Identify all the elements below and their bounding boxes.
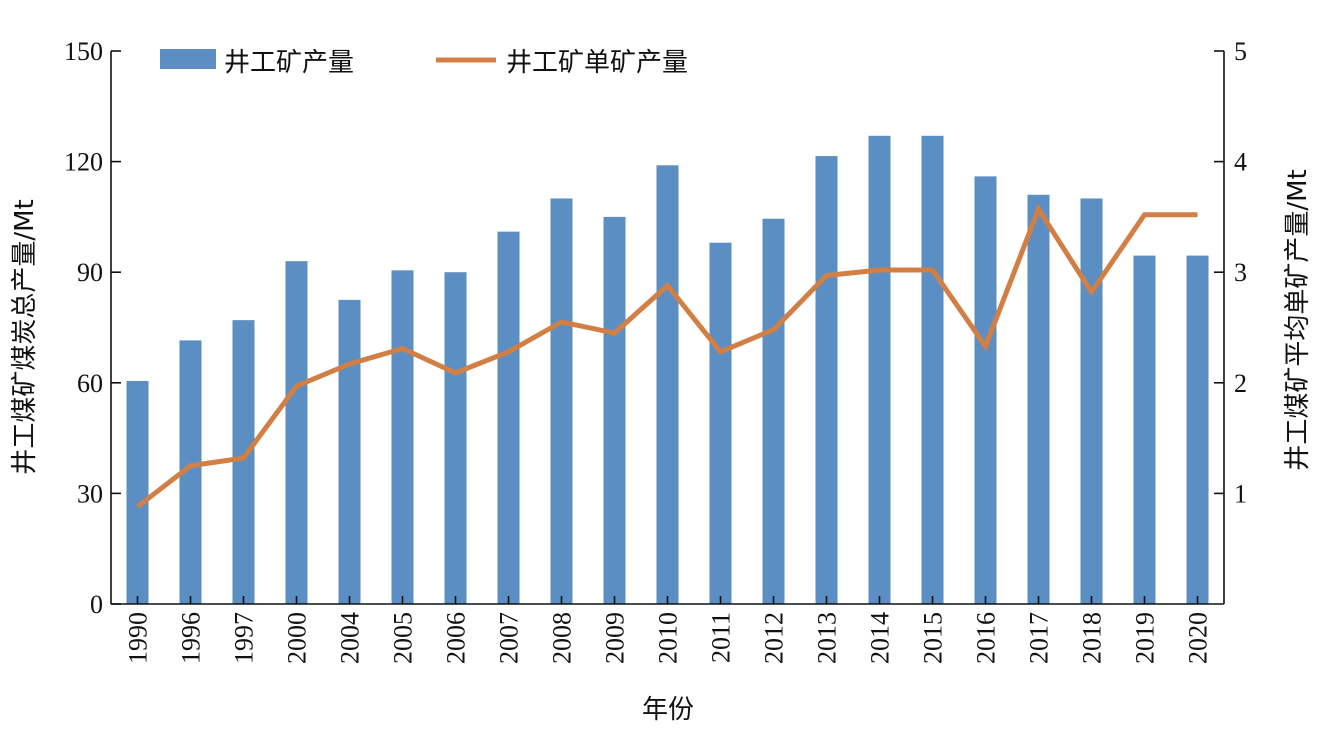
left-tick-label: 90 bbox=[77, 258, 103, 287]
right-tick-label: 5 bbox=[1234, 37, 1247, 66]
x-tick-label-2007: 2007 bbox=[495, 612, 524, 664]
x-tick-label-2010: 2010 bbox=[654, 612, 683, 664]
bar-2018 bbox=[1080, 198, 1103, 604]
right-tick-label: 4 bbox=[1234, 148, 1247, 177]
left-tick-label: 30 bbox=[77, 479, 103, 508]
line-series bbox=[135, 203, 1198, 509]
x-tick-label-2017: 2017 bbox=[1025, 612, 1054, 664]
legend-bar-swatch bbox=[160, 49, 216, 69]
x-tick-label-2016: 2016 bbox=[972, 612, 1001, 664]
left-tick-label: 120 bbox=[64, 148, 103, 177]
x-tick-label-2015: 2015 bbox=[919, 612, 948, 664]
bar-1990 bbox=[126, 380, 149, 604]
bar-2011 bbox=[709, 242, 732, 604]
bar-2005 bbox=[391, 270, 414, 604]
bar-2020 bbox=[1186, 255, 1209, 605]
x-tick-label-1996: 1996 bbox=[177, 612, 206, 664]
x-tick-label-2012: 2012 bbox=[760, 612, 789, 664]
bar-2010 bbox=[656, 165, 679, 605]
bar-2004 bbox=[338, 299, 361, 604]
bar-2000 bbox=[285, 261, 308, 604]
left-tick-label: 60 bbox=[77, 369, 103, 398]
bar-1996 bbox=[179, 340, 202, 604]
bar-2019 bbox=[1133, 255, 1156, 605]
legend-bar-label: 井工矿产量 bbox=[224, 48, 354, 78]
x-tick-label-2011: 2011 bbox=[707, 612, 736, 663]
x-tick-label-2006: 2006 bbox=[442, 612, 471, 664]
bar-2013 bbox=[815, 156, 838, 604]
bar-1997 bbox=[232, 320, 255, 604]
bar-2008 bbox=[550, 198, 573, 604]
x-tick-label-2000: 2000 bbox=[283, 612, 312, 664]
bar-2014 bbox=[868, 135, 891, 605]
right-tick-label: 3 bbox=[1234, 258, 1247, 287]
x-tick-label-2014: 2014 bbox=[866, 612, 895, 664]
bar-2007 bbox=[497, 231, 520, 604]
left-tick-label: 150 bbox=[64, 37, 103, 66]
right-tick-label: 1 bbox=[1234, 479, 1247, 508]
bar-2009 bbox=[603, 216, 626, 604]
left-tick-label: 0 bbox=[90, 590, 103, 619]
x-tick-label-2009: 2009 bbox=[601, 612, 630, 664]
x-tick-label-1997: 1997 bbox=[230, 612, 259, 664]
bar-2006 bbox=[444, 272, 467, 604]
legend: 井工矿产量 井工矿单矿产量 bbox=[160, 48, 688, 78]
x-tick-label-2004: 2004 bbox=[336, 612, 365, 664]
x-tick-label-2020: 2020 bbox=[1184, 612, 1213, 664]
left-axis-title: 井工煤矿煤炭总产量/Mt bbox=[10, 199, 40, 474]
right-axis-title: 井工煤矿平均单矿产量/Mt bbox=[1283, 169, 1313, 470]
x-tick-label-2019: 2019 bbox=[1131, 612, 1160, 664]
x-axis-ticks: 1990 1996 1997 2000 2004 2005 2006 2007 2008 2009… bbox=[124, 596, 1213, 664]
x-tick-label-2013: 2013 bbox=[813, 612, 842, 664]
bar-2016 bbox=[974, 176, 997, 604]
left-axis-ticks: 0 30 60 90 120 150 bbox=[64, 37, 121, 619]
x-axis-title: 年份 bbox=[642, 695, 694, 725]
right-tick-label: 2 bbox=[1234, 369, 1247, 398]
bar-2017 bbox=[1027, 194, 1050, 604]
legend-line-label: 井工矿单矿产量 bbox=[506, 48, 688, 78]
bar-2012 bbox=[762, 218, 785, 605]
x-tick-label-2005: 2005 bbox=[389, 612, 418, 664]
x-tick-label-2018: 2018 bbox=[1078, 612, 1107, 664]
x-tick-label-1990: 1990 bbox=[124, 612, 153, 664]
bar-2015 bbox=[921, 135, 944, 605]
line-path bbox=[135, 203, 1198, 509]
bar-series bbox=[126, 135, 1209, 605]
x-tick-label-2008: 2008 bbox=[548, 612, 577, 664]
right-axis-ticks: 1 2 3 4 5 bbox=[1214, 37, 1247, 508]
